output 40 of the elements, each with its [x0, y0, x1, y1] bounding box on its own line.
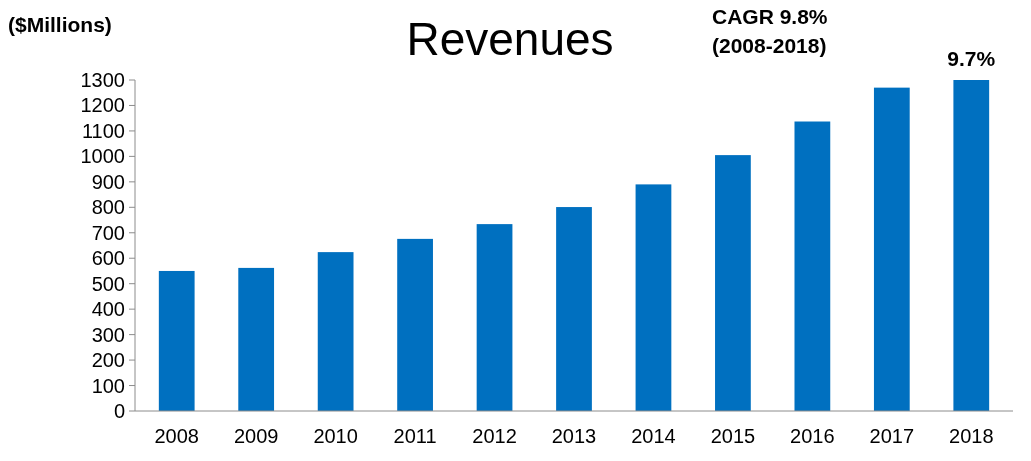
y-tick-label: 1300 [80, 69, 125, 91]
x-tick-label: 2009 [233, 425, 279, 447]
x-tick-label: 2008 [154, 425, 199, 447]
chart-title: Revenues [406, 13, 614, 65]
x-tick-label: 2012 [472, 425, 517, 447]
bar [476, 224, 513, 411]
x-tick-label: 2011 [393, 425, 437, 447]
x-tick-label: 2016 [790, 425, 835, 447]
y-tick-label: 200 [91, 349, 125, 372]
bar [238, 267, 275, 411]
y-tick-label: 100 [91, 374, 125, 397]
bar [317, 252, 354, 411]
y-axis-title: ($Millions) [8, 13, 112, 36]
x-tick-label: 2014 [631, 425, 676, 447]
x-tick-label: 2013 [551, 425, 597, 447]
y-tick-label: 900 [91, 170, 125, 193]
x-tick-label: 2018 [949, 425, 994, 447]
bar [556, 207, 592, 411]
y-tick-label: 500 [91, 272, 125, 295]
y-tick-label: 1000 [80, 145, 125, 168]
text: CAGR 9.8% (2008-2018) [712, 5, 828, 57]
y-tick-label: 0 [113, 400, 125, 422]
y-tick-label: 1100 [81, 119, 125, 142]
bar [158, 270, 195, 411]
bar [953, 80, 990, 411]
y-tick-label: 1200 [80, 94, 125, 117]
bar [794, 121, 831, 411]
y-tick-label: 400 [91, 298, 125, 321]
y-tick-label: 600 [91, 247, 125, 270]
y-tick-label: 800 [91, 196, 125, 219]
y-tick-label: 300 [91, 323, 125, 346]
x-tick-label: 2015 [710, 425, 756, 447]
x-tick-label: 2010 [313, 425, 358, 447]
bar [715, 155, 751, 411]
x-tick-label: 2017 [869, 425, 915, 447]
bar [635, 184, 672, 411]
bar [397, 238, 433, 411]
y-tick-label: 700 [91, 221, 125, 244]
annotation: 9.7% [947, 47, 996, 70]
bar [873, 87, 910, 411]
